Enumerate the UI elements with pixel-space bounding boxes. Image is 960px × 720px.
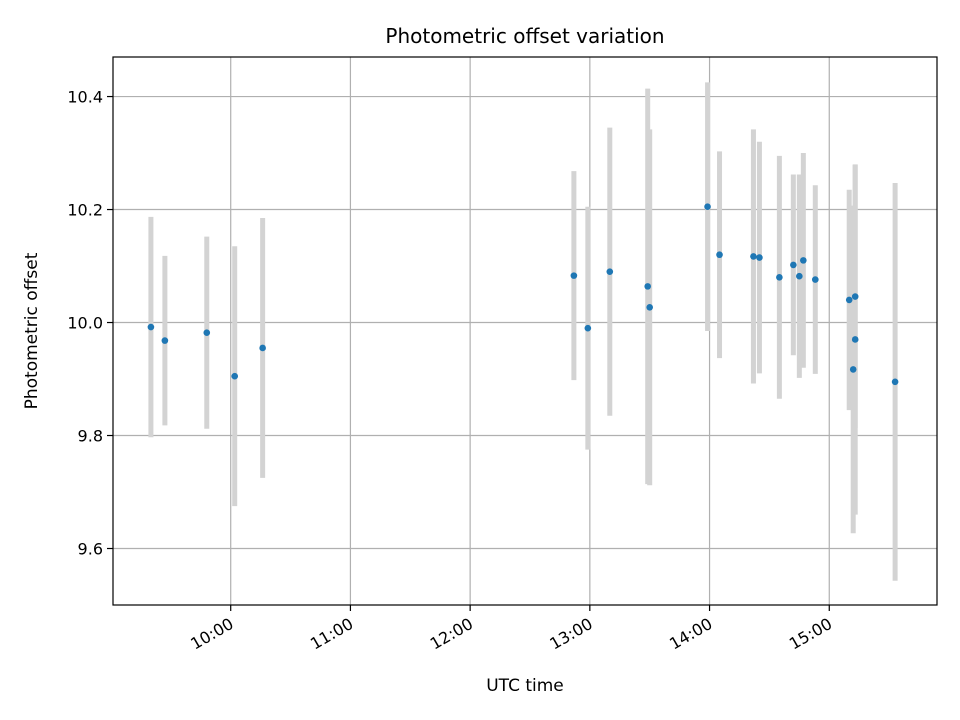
- data-point: [750, 253, 757, 260]
- data-point: [704, 203, 711, 211]
- data-point: [203, 329, 211, 336]
- data-point: [646, 303, 653, 311]
- data-point: [161, 337, 169, 344]
- y-tick-label: 10.4: [67, 88, 103, 107]
- plot-frame: [112, 56, 938, 606]
- data-point: [231, 372, 239, 380]
- x-axis-title: UTC time: [486, 676, 564, 696]
- y-axis-title: Photometric offset: [22, 252, 42, 409]
- data-point: [790, 261, 797, 269]
- data-point: [776, 274, 783, 281]
- data-point: [851, 336, 859, 343]
- data-point: [811, 276, 819, 283]
- y-tick-label: 10.2: [67, 201, 103, 220]
- data-point: [570, 272, 578, 279]
- data-point: [147, 323, 155, 331]
- data-point: [800, 257, 807, 264]
- y-axis-ticks: 9.6 9.8 10.0 10.2 10.4: [67, 88, 113, 559]
- data-point: [796, 272, 803, 280]
- data-point: [891, 378, 899, 386]
- y-tick-label: 9.6: [78, 540, 103, 559]
- data-point: [845, 296, 853, 304]
- y-tick-label: 9.8: [78, 427, 103, 446]
- data-point: [259, 344, 266, 352]
- data-point: [606, 268, 614, 275]
- data-point: [644, 283, 652, 290]
- data-point: [756, 254, 763, 261]
- y-tick-label: 10.0: [67, 314, 103, 333]
- data-point: [851, 293, 859, 300]
- data-point: [849, 366, 857, 373]
- data-point: [716, 251, 723, 259]
- data-points: [147, 203, 899, 386]
- chart-title: Photometric offset variation: [385, 24, 664, 48]
- data-point: [584, 324, 592, 332]
